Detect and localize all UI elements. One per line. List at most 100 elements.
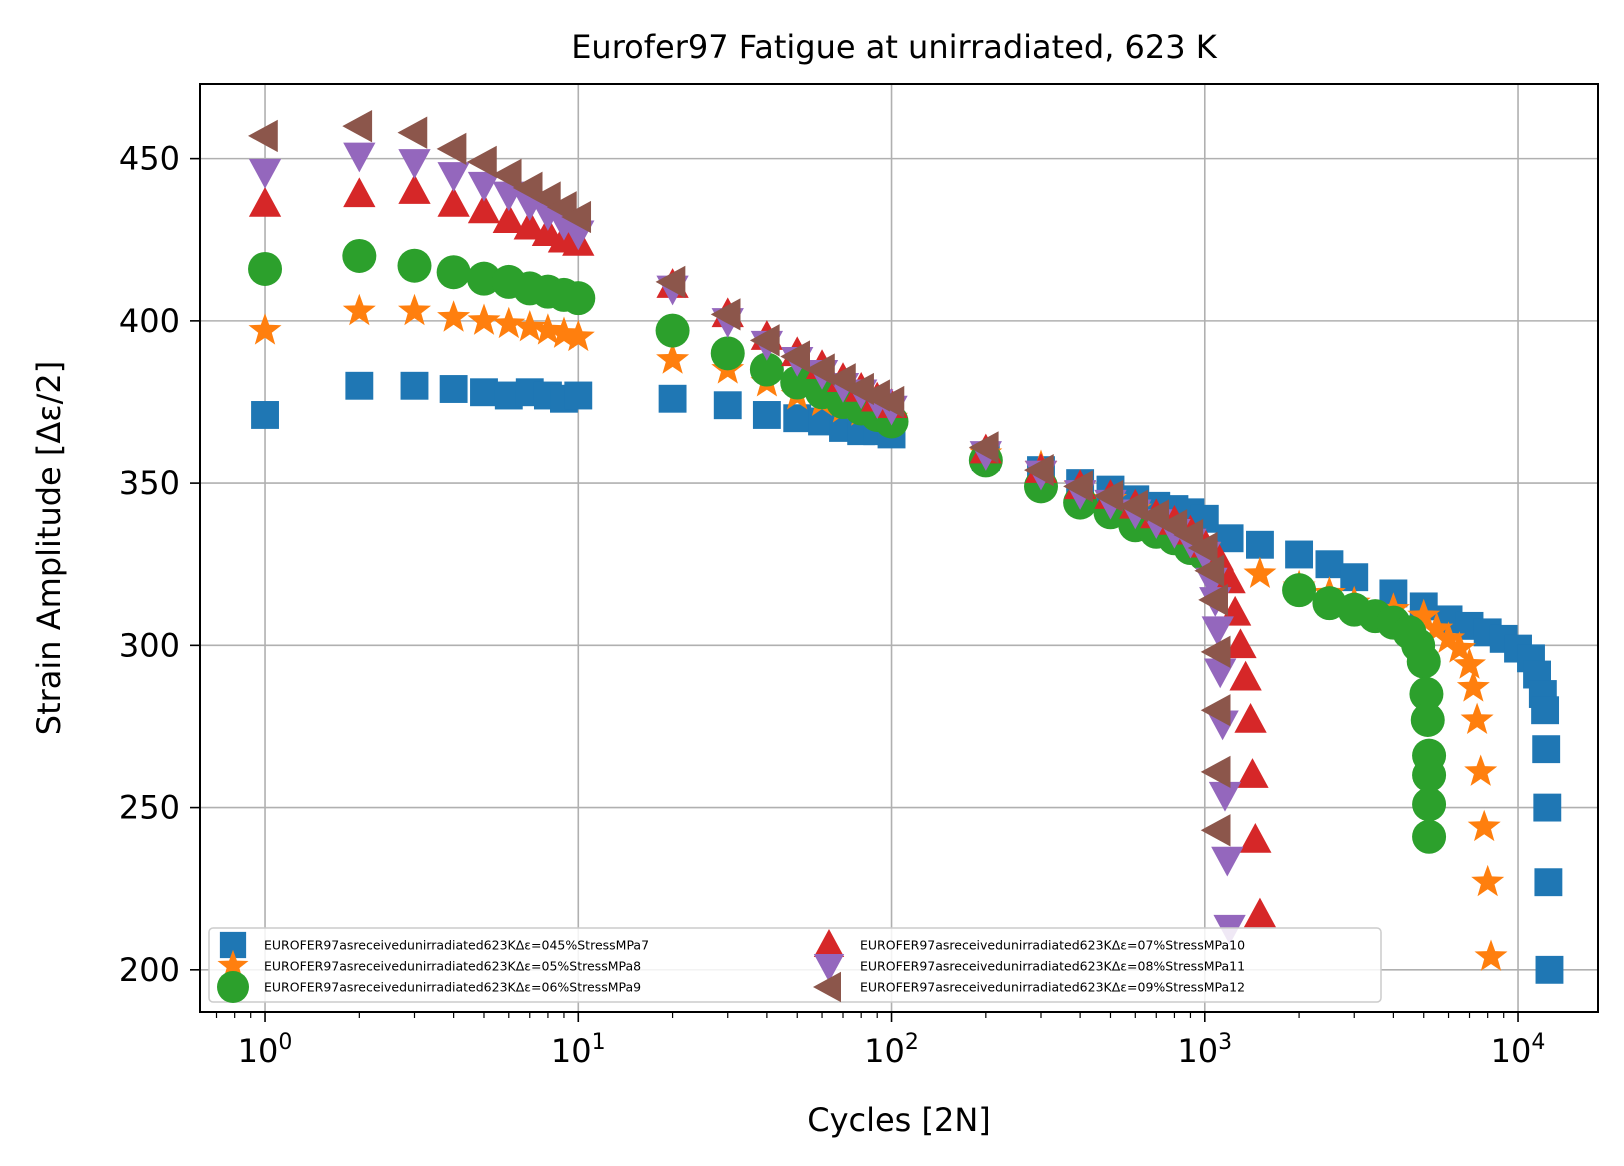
data-point bbox=[437, 187, 470, 217]
data-point bbox=[561, 200, 592, 234]
data-point bbox=[655, 313, 690, 348]
data-point bbox=[1412, 787, 1447, 822]
data-point bbox=[398, 174, 431, 204]
legend-marker bbox=[813, 954, 845, 982]
data-point bbox=[1453, 647, 1486, 679]
x-tick-label: 101 bbox=[551, 1030, 606, 1070]
x-axis-title: Cycles [2N] bbox=[807, 1101, 991, 1139]
data-point bbox=[1420, 611, 1454, 644]
legend-marker bbox=[813, 971, 841, 1003]
data-point bbox=[710, 298, 741, 331]
data-point bbox=[437, 162, 470, 192]
data-point bbox=[343, 177, 376, 208]
data-point bbox=[1315, 550, 1344, 579]
data-point bbox=[1200, 755, 1231, 789]
data-point bbox=[1200, 814, 1231, 847]
data-point bbox=[1467, 809, 1501, 842]
x-tick-label: 100 bbox=[238, 1030, 293, 1070]
data-point bbox=[1464, 754, 1498, 786]
data-points bbox=[248, 110, 1564, 984]
data-point bbox=[492, 306, 526, 339]
data-point bbox=[248, 251, 283, 286]
data-point bbox=[466, 261, 501, 296]
data-point bbox=[749, 352, 784, 387]
data-point bbox=[467, 303, 501, 335]
legend-label: EUROFER97asreceivedunirradiated623KΔε=06… bbox=[264, 980, 641, 995]
data-point bbox=[561, 281, 596, 316]
data-point bbox=[248, 187, 282, 217]
data-point bbox=[710, 336, 745, 371]
data-point bbox=[1200, 694, 1231, 727]
data-point bbox=[1173, 518, 1204, 552]
y-tick-label: 200 bbox=[119, 951, 180, 989]
data-point bbox=[561, 319, 595, 352]
data-point bbox=[467, 193, 501, 224]
chart-title: Eurofer97 Fatigue at unirradiated, 623 K bbox=[571, 28, 1218, 66]
data-point bbox=[251, 401, 279, 429]
data-point bbox=[491, 158, 522, 192]
data-point bbox=[439, 375, 468, 403]
data-point bbox=[437, 300, 471, 332]
legend-marker bbox=[217, 971, 249, 1003]
data-point bbox=[874, 385, 905, 419]
data-point bbox=[1246, 530, 1274, 559]
data-point bbox=[1471, 864, 1505, 897]
data-point bbox=[780, 340, 810, 373]
data-point bbox=[658, 384, 687, 413]
y-tick-label: 350 bbox=[119, 464, 180, 502]
data-point bbox=[1234, 702, 1267, 733]
data-point bbox=[467, 171, 501, 202]
data-point bbox=[1194, 554, 1225, 587]
data-point bbox=[1533, 793, 1562, 822]
data-point bbox=[1093, 479, 1124, 513]
data-point bbox=[398, 149, 431, 179]
data-point bbox=[1412, 758, 1447, 793]
data-point bbox=[1213, 563, 1246, 594]
data-point bbox=[713, 391, 742, 420]
data-point bbox=[1432, 621, 1465, 653]
data-point bbox=[1285, 540, 1314, 569]
data-point bbox=[400, 371, 429, 400]
data-point bbox=[343, 142, 376, 173]
data-point bbox=[342, 293, 376, 326]
data-point bbox=[1460, 702, 1494, 734]
legend-marker bbox=[217, 949, 249, 980]
data-point bbox=[1243, 897, 1277, 928]
data-point bbox=[436, 255, 471, 290]
data-point bbox=[1243, 556, 1277, 588]
data-point bbox=[1208, 781, 1242, 812]
data-point bbox=[1442, 631, 1476, 663]
data-point bbox=[655, 265, 686, 299]
data-point bbox=[1406, 644, 1441, 679]
data-point bbox=[248, 313, 282, 345]
data-point bbox=[248, 119, 278, 153]
data-point bbox=[1534, 868, 1563, 897]
plot-area-frame bbox=[199, 83, 1599, 1013]
data-point bbox=[1412, 819, 1447, 854]
data-point bbox=[1532, 735, 1561, 764]
data-point bbox=[1409, 677, 1444, 712]
data-point bbox=[1239, 823, 1272, 853]
x-axis: 100 101 102 103 104 bbox=[215, 1012, 1545, 1070]
data-point bbox=[342, 238, 377, 273]
data-point bbox=[968, 431, 999, 464]
data-point bbox=[398, 293, 431, 326]
data-point bbox=[805, 353, 835, 386]
data-point bbox=[656, 342, 690, 374]
data-point bbox=[1118, 489, 1149, 522]
y-tick-label: 450 bbox=[119, 140, 180, 178]
grid-lines bbox=[200, 84, 1598, 1012]
data-point bbox=[1206, 710, 1239, 741]
data-point bbox=[1407, 598, 1441, 631]
y-axis-title: Strain Amplitude [Δε/2] bbox=[30, 361, 68, 735]
legend-label: EUROFER97asreceivedunirradiated623KΔε=04… bbox=[264, 938, 649, 953]
y-tick-label: 300 bbox=[119, 626, 180, 664]
data-point bbox=[513, 209, 546, 240]
data-point bbox=[1282, 573, 1317, 608]
data-point bbox=[492, 203, 525, 234]
data-point bbox=[752, 401, 781, 429]
legend-label: EUROFER97asreceivedunirradiated623KΔε=05… bbox=[264, 959, 641, 974]
data-point bbox=[564, 381, 593, 410]
y-tick-label: 250 bbox=[119, 789, 180, 827]
